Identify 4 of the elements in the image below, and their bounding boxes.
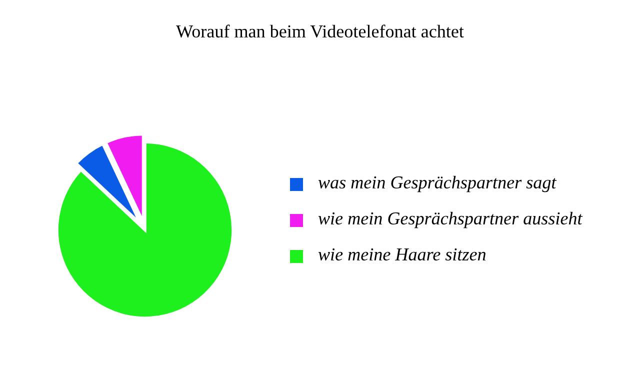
- chart-title: Worauf man beim Videotelefonat achtet: [176, 24, 464, 38]
- legend-label: wie meine Haare sitzen: [318, 248, 486, 261]
- legend-label: wie mein Gesprächspartner aussieht: [318, 212, 583, 228]
- legend-label: was mein Gesprächspartner sagt: [318, 176, 557, 192]
